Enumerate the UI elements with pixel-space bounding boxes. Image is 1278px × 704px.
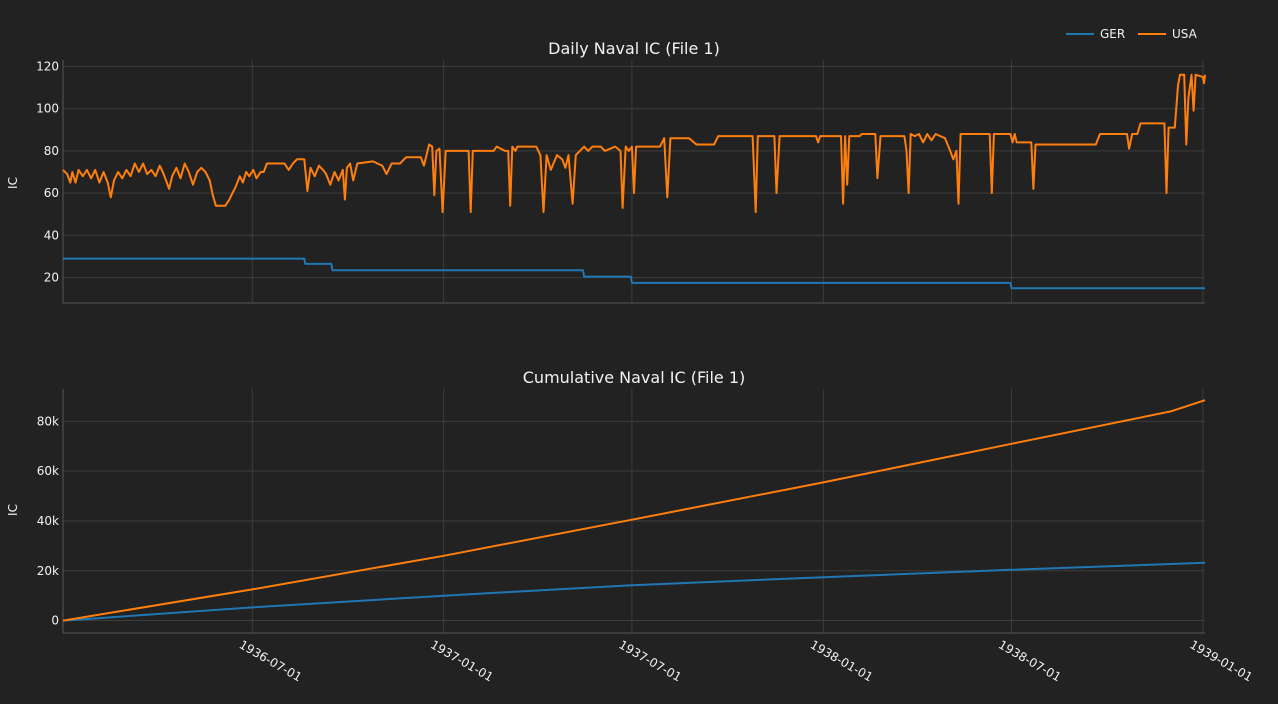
y-axis-title: IC [6, 177, 20, 189]
y-tick-label: 20 [44, 271, 59, 285]
y-tick-label: 0 [51, 614, 59, 628]
x-tick-label: 1938-07-01 [996, 637, 1063, 684]
legend-item-ger[interactable]: GER [1066, 27, 1125, 41]
subplot-cumulative-naval-ic: Cumulative Naval IC (File 1) IC 0 20k 40k 6… [6, 368, 1255, 684]
y-tick-label: 80 [44, 144, 59, 158]
y-tick-labels: 20 40 60 80 100 120 [36, 59, 59, 284]
x-tick-label: 1937-07-01 [616, 637, 683, 684]
series-lines [62, 399, 1206, 622]
chart-title: Daily Naval IC (File 1) [548, 39, 720, 58]
series-line-ger [62, 561, 1206, 622]
subplot-daily-naval-ic: Daily Naval IC (File 1) IC 20 40 60 80 100 12… [6, 39, 1206, 304]
y-tick-label: 120 [36, 59, 59, 73]
legend[interactable]: GER USA [1066, 27, 1198, 41]
series-lines [62, 73, 1206, 290]
series-line-usa [62, 399, 1206, 622]
y-tick-label: 20k [37, 564, 59, 578]
y-axis-title: IC [6, 504, 20, 516]
x-tick-labels: 1936-07-01 1937-01-01 1937-07-01 1938-01-01… [237, 637, 1255, 684]
series-line-usa [62, 73, 1206, 214]
y-tick-label: 100 [36, 102, 59, 116]
x-tick-label: 1938-01-01 [808, 637, 875, 684]
legend-label: USA [1172, 27, 1198, 41]
y-tick-label: 40k [37, 514, 59, 528]
gridlines [62, 389, 1205, 634]
x-tick-label: 1939-01-01 [1187, 637, 1254, 684]
chart-title: Cumulative Naval IC (File 1) [523, 368, 745, 387]
x-tick-label: 1937-01-01 [428, 637, 495, 684]
y-tick-label: 40 [44, 228, 59, 242]
y-tick-labels: 0 20k 40k 60k 80k [37, 414, 59, 627]
x-tick-label: 1936-07-01 [237, 637, 304, 684]
legend-label: GER [1100, 27, 1125, 41]
legend-item-usa[interactable]: USA [1138, 27, 1198, 41]
y-tick-label: 60k [37, 464, 59, 478]
y-tick-label: 80k [37, 414, 59, 428]
y-tick-label: 60 [44, 186, 59, 200]
series-line-ger [63, 257, 1205, 290]
